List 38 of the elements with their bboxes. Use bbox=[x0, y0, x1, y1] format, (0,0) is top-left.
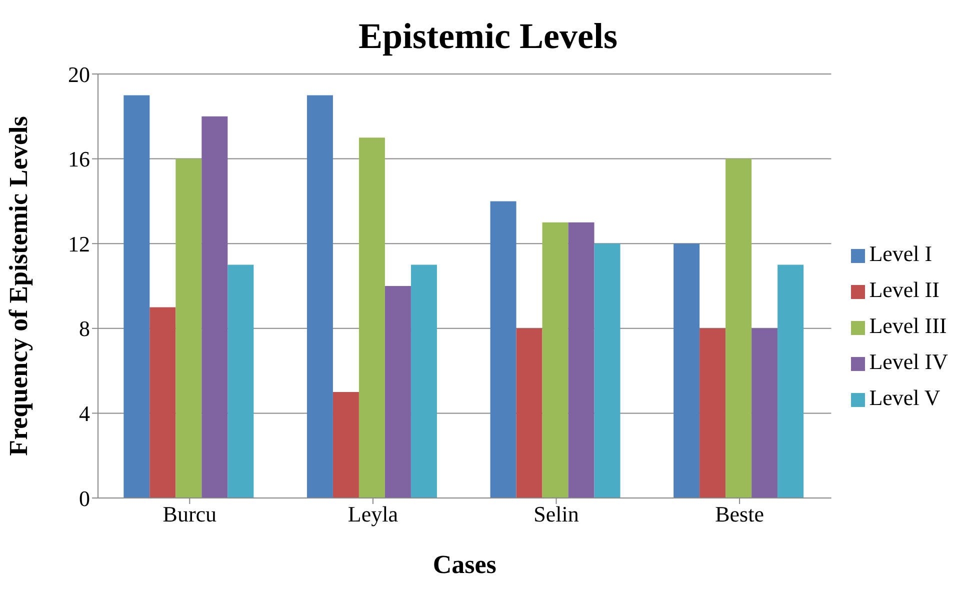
x-tick-label: Selin bbox=[534, 502, 579, 527]
bar bbox=[332, 392, 359, 498]
legend-label: Level IV bbox=[869, 349, 948, 374]
legend-label: Level V bbox=[869, 385, 940, 410]
y-tick-label: 4 bbox=[79, 401, 90, 426]
bar bbox=[202, 116, 228, 498]
y-tick-label: 20 bbox=[68, 62, 90, 87]
x-tick-label: Leyla bbox=[348, 502, 398, 527]
x-tick-label: Beste bbox=[715, 502, 764, 527]
y-axis-title: Frequency of Epistemic Levels bbox=[4, 116, 34, 456]
bar bbox=[228, 264, 254, 498]
bar bbox=[700, 328, 726, 498]
legend-label: Level II bbox=[869, 277, 940, 302]
bar bbox=[306, 95, 333, 498]
x-tick-label: Burcu bbox=[162, 502, 217, 527]
y-tick-label: 12 bbox=[68, 231, 90, 256]
bar bbox=[778, 264, 804, 498]
y-tick-label: 0 bbox=[79, 486, 90, 511]
bar bbox=[594, 244, 620, 498]
bar bbox=[674, 244, 700, 498]
y-tick-label: 16 bbox=[68, 146, 90, 172]
bar bbox=[124, 95, 150, 498]
legend-label: Level I bbox=[869, 241, 932, 266]
x-axis-title: Cases bbox=[432, 550, 496, 579]
bar bbox=[568, 222, 594, 498]
bar bbox=[542, 222, 568, 498]
chart-title: Epistemic Levels bbox=[358, 16, 618, 56]
bar bbox=[410, 264, 437, 498]
bar bbox=[752, 328, 778, 498]
legend-label: Level III bbox=[869, 313, 947, 338]
bar bbox=[150, 307, 176, 498]
bar bbox=[726, 158, 752, 498]
y-tick-label: 8 bbox=[79, 316, 90, 342]
bar bbox=[384, 286, 411, 498]
bar bbox=[516, 328, 542, 498]
bar bbox=[358, 138, 385, 498]
bar bbox=[176, 158, 202, 498]
bar bbox=[490, 201, 516, 498]
